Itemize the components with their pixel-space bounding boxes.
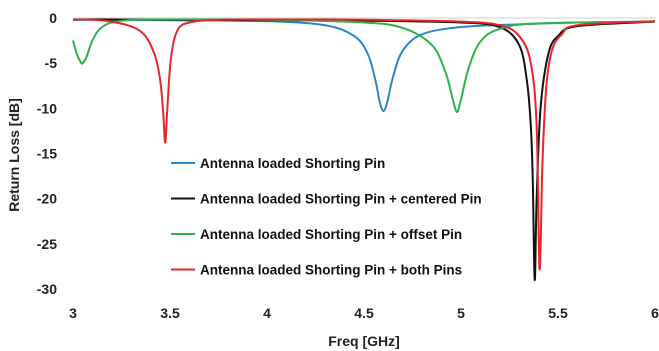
x-tick-labels: 3 3.5 4 4.5 5 5.5 6 [69,305,659,321]
y-tick-label: -15 [37,146,57,162]
series-line-1 [72,18,656,113]
x-tick-label: 4.5 [354,305,374,321]
y-tick-label: -5 [45,55,58,71]
y-tick-label: 0 [49,10,57,26]
x-tick-label: 3.5 [160,305,180,321]
series-line-4 [72,17,656,271]
y-tick-label: -25 [37,236,57,252]
legend-label: Antenna loaded Shorting Pin [200,156,385,171]
y-axis-label: Return Loss [dB] [6,98,22,212]
legend-label: Antenna loaded Shorting Pin + centered P… [200,192,482,207]
x-axis-label: Freq [GHz] [328,333,400,349]
x-tick-label: 5.5 [548,305,568,321]
plot-lines [72,17,656,281]
x-tick-label: 3 [69,305,77,321]
y-tick-label: -10 [37,100,57,116]
legend-label: Antenna loaded Shorting Pin + offset Pin [200,227,462,242]
x-tick-label: 4 [263,305,271,321]
y-tick-label: -30 [37,281,57,297]
y-tick-labels: 0 -5 -10 -15 -20 -25 -30 [37,10,57,297]
x-tick-label: 6 [651,305,659,321]
legend-label: Antenna loaded Shorting Pin + both Pins [200,263,462,278]
y-tick-label: -20 [37,191,57,207]
legend: Antenna loaded Shorting Pin Antenna loade… [171,156,482,278]
series-line-3 [72,18,656,113]
x-tick-label: 5 [457,305,465,321]
